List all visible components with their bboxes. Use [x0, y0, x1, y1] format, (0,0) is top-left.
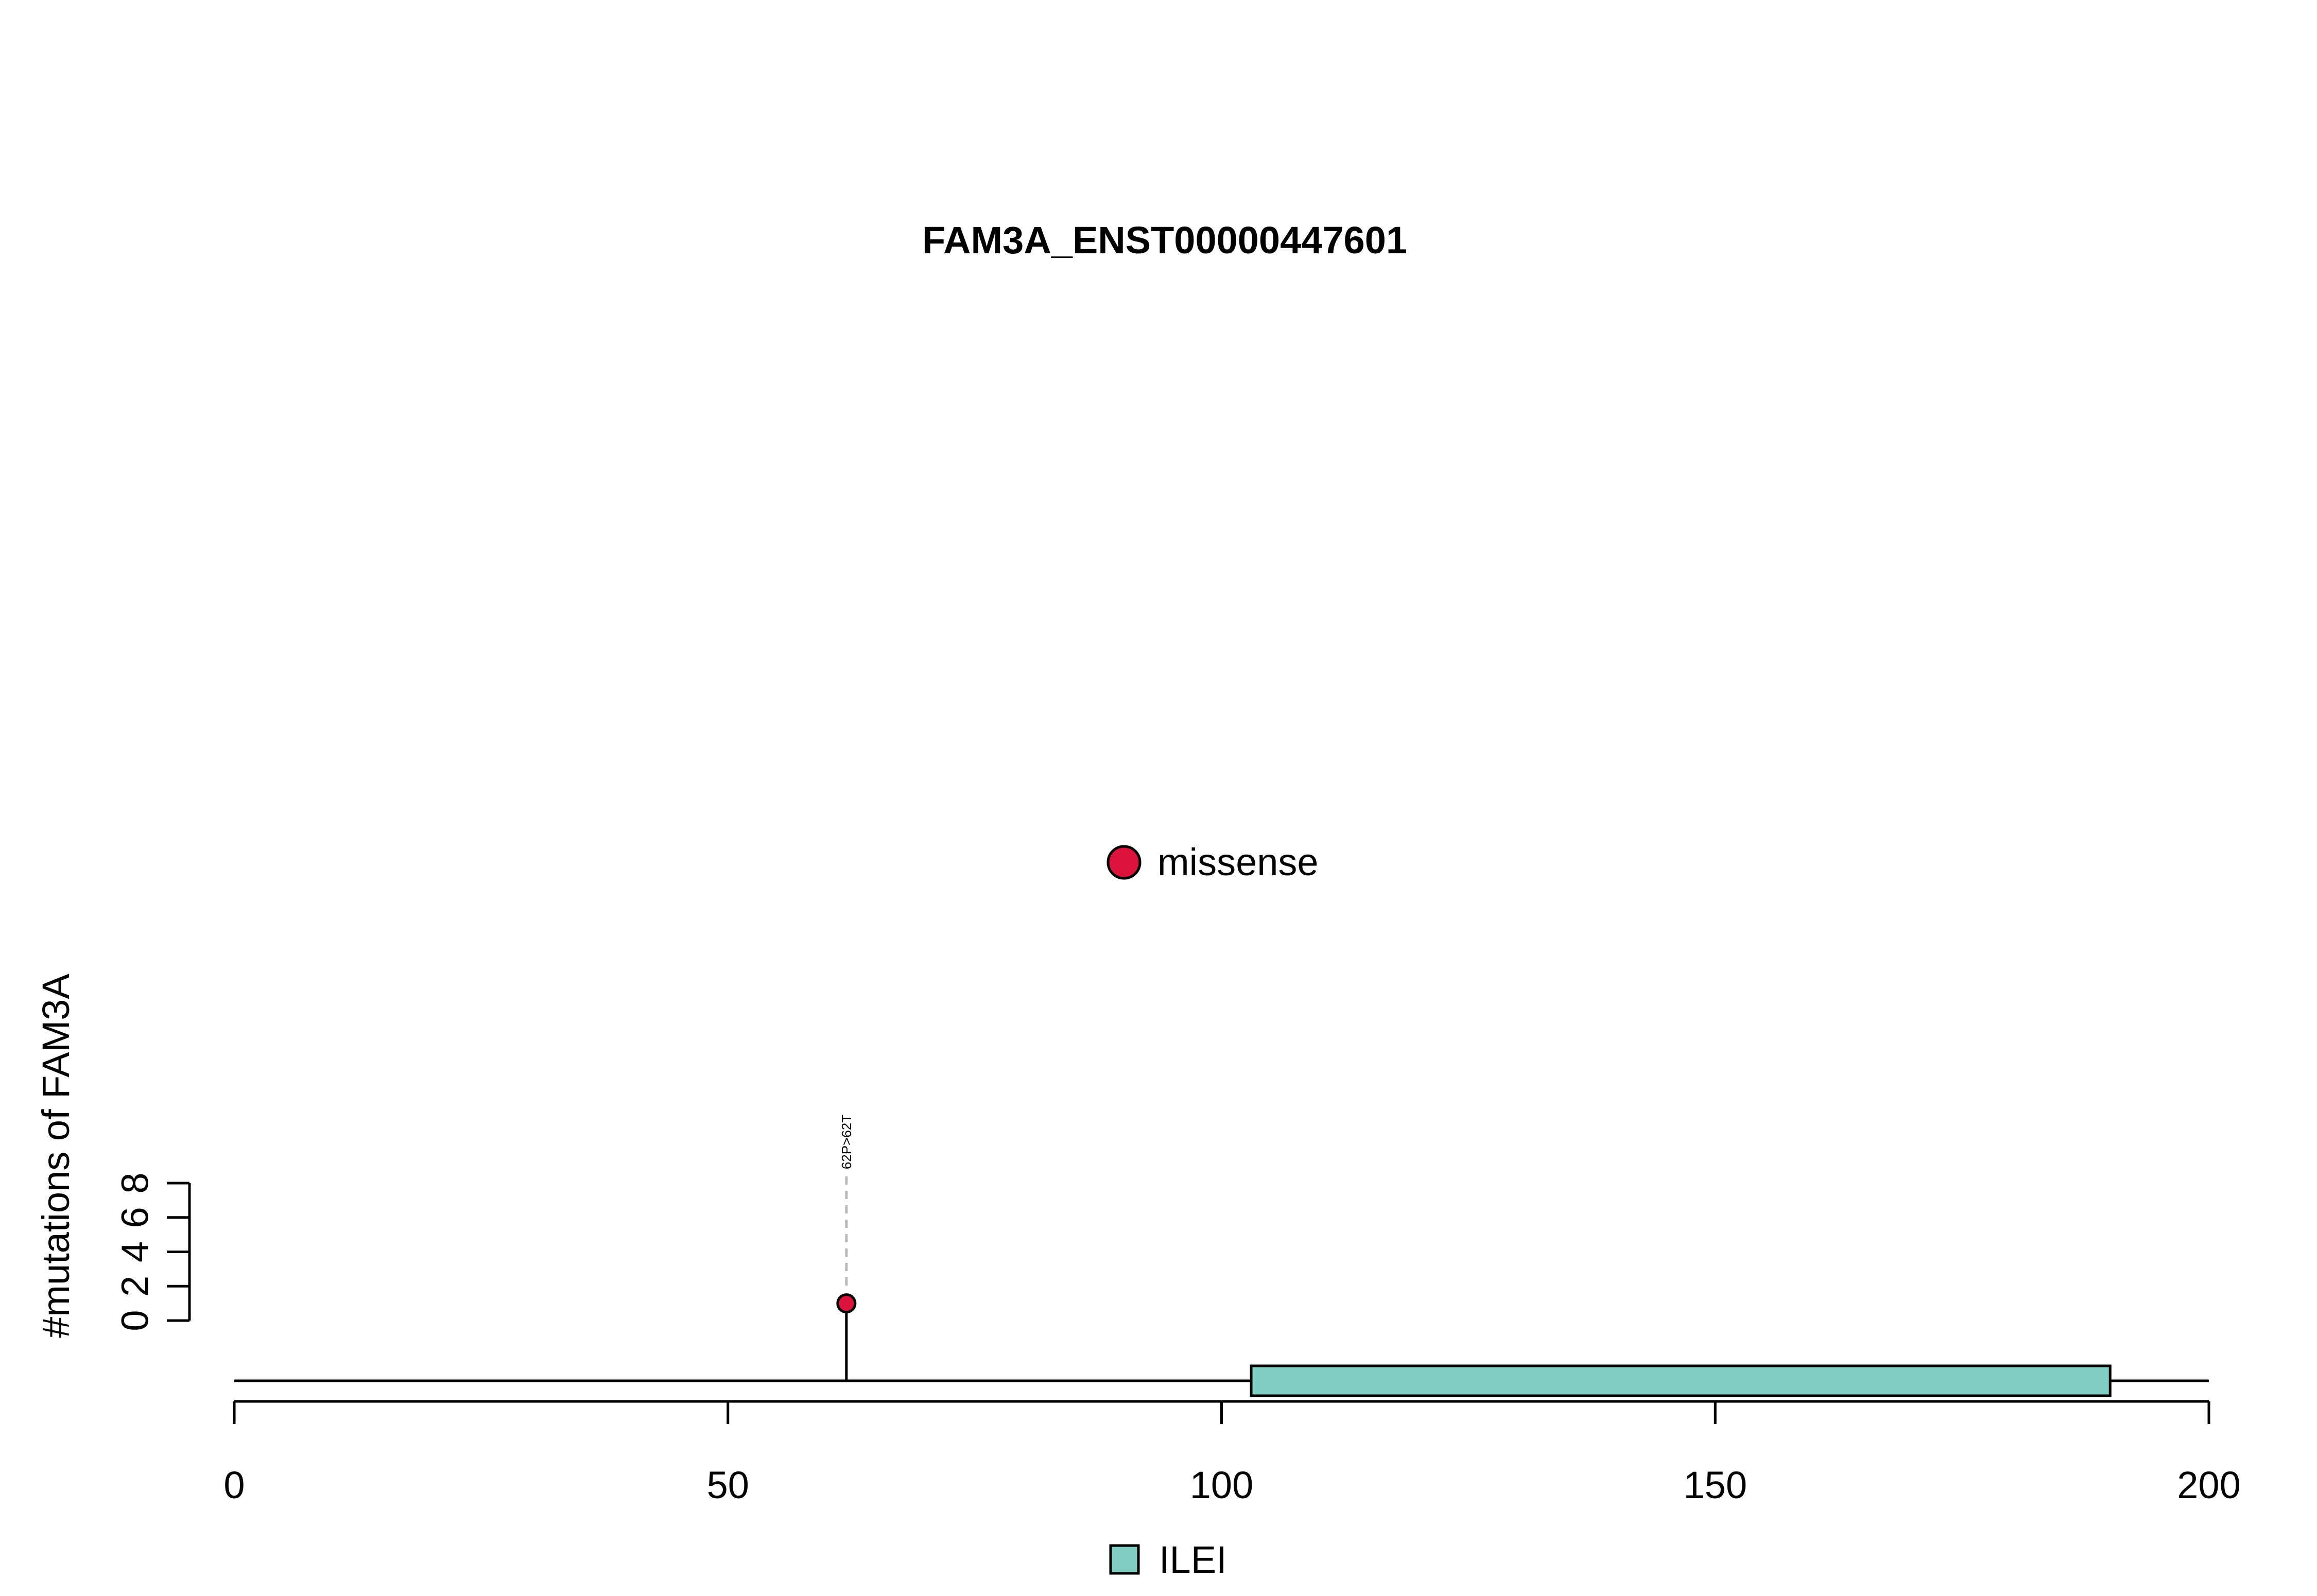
domain-legend: ILEI — [1109, 1538, 1227, 1581]
y-tick-label: 0 — [114, 1310, 157, 1331]
x-tick-label: 100 — [1190, 1464, 1253, 1506]
x-tick-label: 0 — [223, 1464, 245, 1506]
lollipops: 62P>62T — [836, 1115, 857, 1381]
y-tick-label: 2 — [114, 1276, 157, 1297]
x-tick-label: 200 — [2177, 1464, 2240, 1506]
lollipop-head — [836, 1293, 857, 1314]
y-axis: 0 2 4 6 8 — [114, 1172, 191, 1331]
y-tick-label: 4 — [114, 1241, 157, 1262]
x-tick-label: 50 — [707, 1464, 749, 1506]
mutation-label: 62P>62T — [839, 1115, 854, 1169]
ilei-legend-label: ILEI — [1159, 1538, 1227, 1581]
mutation-legend: missense — [1106, 841, 1319, 883]
domains — [1250, 1364, 2112, 1397]
chart-title: FAM3A_ENST00000447601 — [922, 219, 1407, 262]
x-axis: 0 50 100 150 200 — [223, 1400, 2241, 1506]
y-tick-label: 8 — [114, 1172, 157, 1193]
ilei-legend-swatch — [1109, 1544, 1140, 1575]
y-axis-label: #mutations of FAM3A — [34, 974, 77, 1338]
y-tick-label: 6 — [114, 1207, 157, 1228]
missense-legend-label: missense — [1157, 841, 1319, 883]
domain-ilei — [1250, 1364, 2112, 1397]
missense-legend-marker — [1106, 845, 1142, 880]
x-tick-label: 150 — [1684, 1464, 1747, 1506]
